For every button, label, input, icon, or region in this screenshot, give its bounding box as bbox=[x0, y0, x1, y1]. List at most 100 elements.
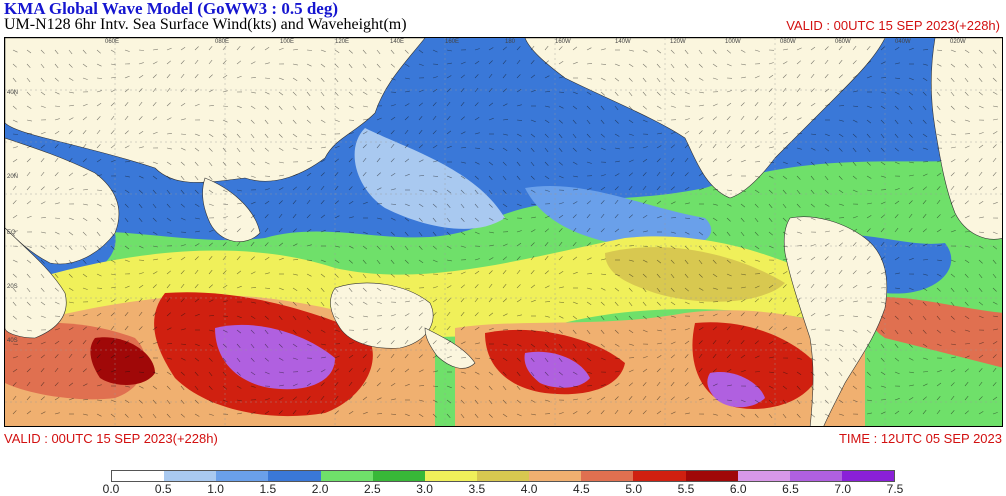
wind-barb bbox=[894, 214, 899, 219]
wind-barb bbox=[474, 327, 480, 331]
wind-barb bbox=[110, 312, 115, 317]
wind-barb bbox=[852, 300, 858, 303]
wind-barb bbox=[614, 199, 619, 205]
wind-barb bbox=[418, 129, 423, 135]
wind-barb bbox=[474, 342, 480, 345]
wind-barb bbox=[194, 74, 199, 79]
wind-barb bbox=[474, 48, 480, 51]
wind-barb bbox=[348, 231, 355, 233]
wind-barb bbox=[26, 301, 31, 306]
wind-barb bbox=[348, 63, 353, 69]
wind-barb bbox=[12, 368, 18, 373]
wind-barb bbox=[446, 413, 451, 418]
wind-barb bbox=[950, 91, 955, 97]
wind-barb bbox=[68, 63, 73, 68]
wind-barb bbox=[838, 242, 843, 247]
wind-barb bbox=[796, 189, 801, 195]
wind-barb bbox=[936, 229, 942, 233]
wind-barb bbox=[502, 371, 507, 376]
wind-barb bbox=[922, 63, 928, 66]
wind-barb bbox=[516, 133, 522, 137]
wind-barb bbox=[110, 144, 116, 149]
wind-barb bbox=[404, 90, 410, 93]
wind-barb bbox=[712, 77, 718, 80]
wind-barb bbox=[684, 187, 690, 191]
wind-barb bbox=[544, 215, 550, 219]
wind-barb bbox=[96, 312, 102, 317]
wind-barb bbox=[110, 217, 115, 222]
wind-barb bbox=[698, 340, 703, 345]
wind-barb bbox=[334, 49, 340, 53]
wind-barb bbox=[348, 245, 354, 249]
wind-barb bbox=[894, 161, 900, 165]
legend-tick-label: 3.0 bbox=[416, 482, 433, 496]
wind-barb bbox=[390, 130, 395, 135]
wind-barb bbox=[642, 301, 647, 306]
wind-barb bbox=[516, 256, 521, 261]
wind-barb bbox=[292, 77, 298, 81]
wind-barb bbox=[236, 161, 241, 166]
wind-barb bbox=[110, 189, 116, 192]
wind-barb bbox=[362, 382, 367, 387]
wind-barb bbox=[754, 161, 761, 163]
wind-barb bbox=[642, 287, 647, 293]
wind-barb bbox=[320, 214, 326, 219]
wind-barb bbox=[782, 74, 787, 79]
wind-barb bbox=[670, 354, 675, 359]
wind-barb bbox=[68, 397, 74, 401]
wind-barb bbox=[96, 354, 101, 359]
wind-barb bbox=[222, 300, 228, 303]
wind-barb bbox=[320, 119, 326, 123]
wind-barb bbox=[950, 119, 956, 123]
wind-barb bbox=[782, 87, 787, 93]
wind-barb bbox=[964, 63, 969, 68]
wind-barb bbox=[810, 313, 816, 317]
wind-barb bbox=[684, 287, 689, 292]
wind-barb bbox=[992, 367, 997, 373]
wind-barb bbox=[180, 60, 185, 65]
wind-barb bbox=[516, 385, 521, 390]
wind-barb bbox=[558, 46, 563, 51]
wind-barb bbox=[530, 203, 536, 206]
wind-barb bbox=[180, 328, 186, 331]
wind-barb bbox=[306, 160, 312, 163]
wind-barb bbox=[320, 105, 325, 110]
wind-barb bbox=[208, 343, 214, 347]
wind-barb bbox=[40, 259, 45, 264]
wind-barb bbox=[978, 171, 983, 177]
wind-barb bbox=[334, 259, 340, 263]
wind-barb bbox=[712, 326, 717, 331]
wind-barb bbox=[222, 228, 228, 233]
wind-barb bbox=[222, 399, 228, 403]
wind-barb bbox=[768, 399, 773, 404]
wind-barb bbox=[656, 171, 661, 177]
wind-barb bbox=[222, 371, 227, 376]
wind-barb bbox=[768, 101, 773, 107]
wind-barb bbox=[334, 231, 341, 233]
wind-barb bbox=[68, 259, 73, 265]
wind-barb bbox=[782, 61, 788, 65]
wind-barb bbox=[642, 119, 648, 123]
wind-barb bbox=[614, 105, 619, 111]
wind-barb bbox=[782, 297, 787, 303]
wind-barb bbox=[516, 46, 521, 51]
moderate-wave-patch bbox=[605, 247, 785, 302]
wind-barb bbox=[460, 271, 466, 275]
wind-barb bbox=[320, 63, 326, 68]
wind-barb bbox=[152, 161, 158, 164]
wind-barb bbox=[54, 63, 59, 69]
wind-barb bbox=[320, 133, 326, 136]
wind-barb bbox=[54, 217, 61, 219]
wind-barb bbox=[936, 119, 941, 124]
wind-barb bbox=[558, 315, 564, 319]
wind-barb bbox=[852, 385, 858, 390]
wind-barb bbox=[264, 357, 269, 362]
wind-barb bbox=[894, 301, 900, 305]
wind-barb bbox=[908, 228, 913, 233]
wind-barb bbox=[362, 118, 368, 121]
wind-barb bbox=[334, 158, 339, 163]
wind-barb bbox=[264, 147, 269, 152]
wind-barb bbox=[698, 143, 703, 149]
wind-barb bbox=[740, 399, 746, 403]
wind-barb bbox=[152, 271, 158, 275]
